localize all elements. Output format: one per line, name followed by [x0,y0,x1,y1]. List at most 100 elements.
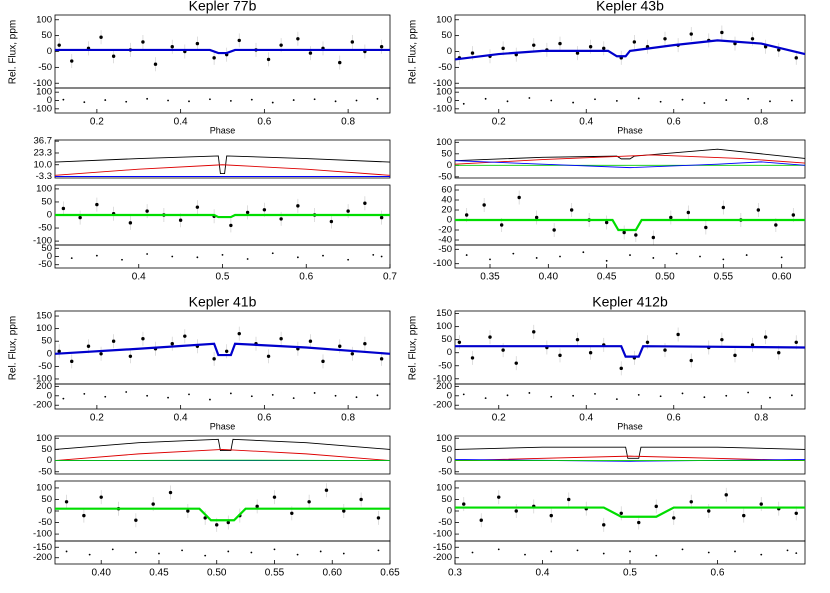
residual-point [497,548,500,551]
data-point [99,35,103,39]
residual-point [296,553,299,556]
data-point [61,206,66,211]
y-tick-label: -100 [433,258,452,269]
residual-point [334,394,337,397]
residual-point [146,253,149,255]
residual-point [188,393,190,396]
data-point [379,357,384,361]
x-tick-label: 0.4 [174,413,188,424]
residual-point [319,550,322,553]
y-tick-label: 100 [436,14,452,25]
y-tick-label: 100 [436,482,452,493]
residual-point [605,259,608,262]
data-point [470,51,475,55]
residual-point [681,548,684,551]
residual-point [377,549,380,552]
data-point [514,509,518,513]
residual-point [196,256,199,259]
y-tick-label: -200 [433,400,452,411]
data-point [229,223,233,228]
data-point [170,342,174,346]
residual-point [111,548,114,551]
panel-frame [454,435,806,475]
x-tick-label: 0.2 [492,413,506,424]
residual-point [250,395,253,398]
y-tick-label: 100 [36,14,52,25]
residual-point [615,100,618,102]
residual-point [209,398,211,401]
data-point [342,509,346,513]
y-tick-label: 50 [441,444,452,455]
residual-point [786,549,789,552]
data-point [141,336,145,341]
data-point [742,513,746,518]
residual-point [734,550,736,553]
data-point [376,516,381,520]
y-tick-label: 100 [36,482,52,493]
x-axis-label: Phase [210,421,236,431]
residual-point [528,392,531,394]
x-tick-label: 0.3 [448,568,462,579]
y-tick-label: 0 [447,455,452,466]
y-tick-label: 60 [441,185,452,196]
residual-point [376,97,379,100]
y-tick-label: -100 [33,373,52,384]
y-tick-label: 100 [436,137,452,148]
panel-frame [54,14,391,89]
y-tick-label: 200 [436,381,452,392]
y-tick-label: 50 [441,494,452,505]
data-point [604,220,609,225]
data-point [78,215,82,220]
data-point [750,37,755,41]
y-tick-label: 200 [36,381,52,392]
data-point [499,223,504,227]
residual-point [637,97,640,100]
residual-point [725,99,728,101]
data-point [296,204,300,208]
data-point [777,351,781,355]
x-tick-label: 0.45 [149,568,169,579]
component-curve [54,155,391,175]
data-point [602,523,606,527]
y-tick-label: 150 [436,308,452,319]
residual-point [229,392,232,395]
x-tick-label: 0.50 [207,568,227,579]
y-tick-label: -50 [38,361,52,372]
y-tick-label: 50 [41,444,52,455]
data-point [279,336,283,341]
residual-point [292,99,295,101]
model-curve [455,345,806,358]
data-point [759,502,763,506]
residual-point [465,254,468,256]
residual-point [790,99,793,102]
data-point [145,209,149,213]
y-tick-label: -50 [438,466,452,477]
residual-point [576,549,579,552]
residual-point [181,549,183,552]
x-tick-label: 0.5 [623,568,637,579]
data-point [350,352,355,356]
residual-point [158,552,160,555]
residual-point [221,253,224,256]
x-tick-label: 0.55 [265,568,285,579]
data-point [721,205,726,210]
component-curve [454,148,806,162]
y-tick-label: -100 [33,103,52,114]
model-curve [55,213,390,219]
data-point [57,349,61,353]
residual-point [769,100,771,103]
data-point [707,509,711,513]
y-tick-label: 0 [47,455,52,466]
data-point [279,43,283,47]
data-point [111,54,116,58]
data-point [704,225,708,230]
data-point [645,340,650,344]
residual-point [62,98,65,101]
residual-point [271,101,274,104]
y-tick-label: 50 [441,334,452,345]
x-tick-label: 0.4 [132,272,146,283]
residual-point [506,100,509,103]
panel-title: Kepler 77b [189,0,257,14]
data-point [750,343,755,347]
residual-point [681,392,684,395]
